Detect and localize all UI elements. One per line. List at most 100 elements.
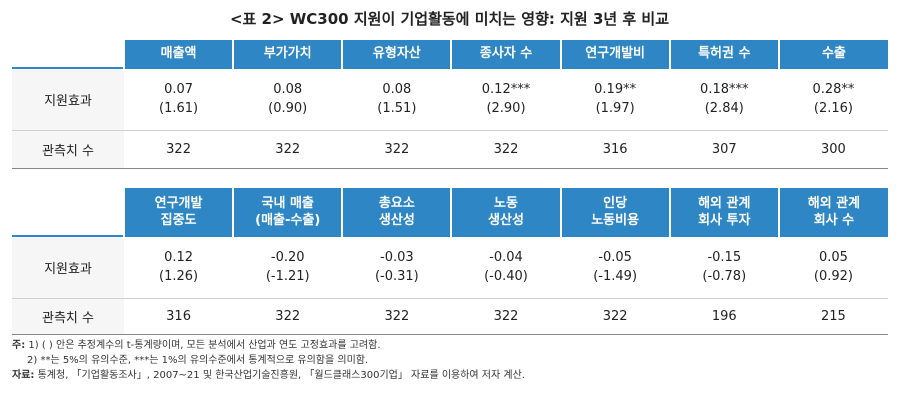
column-header: 해외 관계 회사 수 [777,188,888,236]
obs-cell: 322 [560,298,670,335]
header-line: 회사 투자 [698,212,751,228]
coefficient: 0.18*** [700,82,749,98]
table-panel-2: 연구개발 집중도 국내 매출 (매출-수출) 총요소 생산성 노동 생산성 인당 노동비용… [12,188,888,335]
source-label: 자료: [12,370,35,381]
note-line-2: 2) **는 5%의 유의수준, ***는 1%의 유의수준에서 통계적으로 유… [12,353,888,368]
data-cell: 0.08 (0.90) [233,67,343,131]
obs-cell: 322 [342,298,452,335]
t-statistic: (-0.40) [484,269,528,285]
column-header: 연구개발 집중도 [122,188,234,236]
t-statistic: (-0.78) [702,269,747,285]
header-line: 해외 관계 [698,195,751,211]
coefficient: -0.04 [489,250,523,266]
table-panel-1: 매출액 부가가치 유형자산 종사자 수 연구개발비 특허권 수 수출 지원효과 … [12,40,888,169]
header-line: (매출-수출) [255,212,321,228]
row-header-observations: 관측치 수 [12,130,124,169]
obs-cell: 322 [342,130,452,169]
coefficient: 0.07 [164,82,194,98]
obs-cell: 322 [124,130,234,169]
data-cell: -0.20 (-1.21) [233,235,343,299]
data-cell: 0.12*** (2.90) [451,67,561,131]
coefficient: 0.05 [818,250,848,266]
row-header-effect: 지원효과 [12,235,124,299]
column-header: 종사자 수 [450,40,561,68]
header-corner [12,188,124,236]
note-text: 2) **는 5%의 유의수준, ***는 1%의 유의수준에서 통계적으로 유… [27,355,369,366]
header-line: 해외 관계 [807,195,861,211]
data-cell: 0.12 (1.26) [124,235,234,299]
t-statistic: (-1.49) [593,269,638,285]
obs-cell: 307 [669,130,779,169]
data-cell: 0.07 (1.61) [124,67,234,131]
data-cell: -0.05 (-1.49) [560,235,670,299]
column-header: 총요소 생산성 [341,188,452,236]
coefficient: -0.03 [380,250,414,266]
coefficient: 0.08 [382,82,412,98]
t-statistic: (1.97) [595,101,635,117]
coefficient: 0.12 [164,250,194,266]
data-cell: 0.18*** (2.84) [669,67,779,131]
column-header: 국내 매출 (매출-수출) [232,188,343,236]
obs-cell: 196 [669,298,779,335]
header-line: 총요소 [378,195,415,211]
t-statistic: (2.84) [704,101,744,117]
coefficient: 0.28** [812,82,855,98]
t-statistic: (1.26) [159,269,199,285]
observations-row: 관측치 수 316 322 322 322 322 196 215 [12,298,888,335]
obs-cell: 322 [451,298,561,335]
header-line: 국내 매출 [261,195,314,211]
t-statistic: (1.61) [159,101,199,117]
data-cell: -0.03 (-0.31) [342,235,452,299]
obs-cell: 322 [233,298,343,335]
data-cell: 0.28** (2.16) [778,67,888,131]
t-statistic: (2.90) [486,101,526,117]
table-notes: 주: 1) ( ) 안은 추정계수의 t-통계량이며, 모든 분석에서 산업과 … [12,338,888,383]
header-line: 인당 [603,195,628,211]
t-statistic: (-0.31) [374,269,419,285]
observations-row: 관측치 수 322 322 322 322 316 307 300 [12,130,888,169]
column-header: 특허권 수 [668,40,779,68]
note-text: 1) ( ) 안은 추정계수의 t-통계량이며, 모든 분석에서 산업과 연도 … [28,340,381,351]
header-line: 노동 [494,195,518,211]
t-statistic: (1.51) [377,101,417,117]
column-header: 유형자산 [341,40,452,68]
t-statistic: (0.90) [268,101,308,117]
column-header: 부가가치 [232,40,343,68]
obs-cell: 300 [778,130,888,169]
header-line: 생산성 [378,212,415,228]
obs-cell: 316 [560,130,670,169]
coefficient: -0.15 [707,250,742,266]
coefficient: 0.12*** [481,82,531,98]
data-cell: 0.05 (0.92) [778,235,888,299]
obs-cell: 322 [233,130,343,169]
t-statistic: (2.16) [813,101,853,117]
notes-label: 주: [12,340,26,351]
obs-cell: 322 [451,130,561,169]
coefficient: 0.08 [273,82,303,98]
obs-cell: 316 [124,298,234,335]
column-header: 인당 노동비용 [559,188,670,236]
column-header: 노동 생산성 [450,188,561,236]
t-statistic: (-1.21) [265,269,310,285]
header-corner [12,40,124,68]
header-line: 생산성 [488,212,524,228]
note-line-1: 주: 1) ( ) 안은 추정계수의 t-통계량이며, 모든 분석에서 산업과 … [12,338,888,353]
table-title: <표 2> WC300 지원이 기업활동에 미치는 영향: 지원 3년 후 비교 [229,10,670,28]
column-header: 해외 관계 회사 투자 [668,188,779,236]
coefficient: 0.19** [594,82,637,98]
coefficient: -0.20 [270,250,305,266]
effect-row: 지원효과 0.12 (1.26) -0.20 (-1.21) -0.03 (-0.31… [12,235,888,299]
column-header: 연구개발비 [559,40,670,68]
coefficient: -0.05 [598,250,632,266]
header-line: 집중도 [160,212,197,228]
effect-row: 지원효과 0.07 (1.61) 0.08 (0.90) 0.08 (1.51) 0.… [12,67,888,131]
header-row: 연구개발 집중도 국내 매출 (매출-수출) 총요소 생산성 노동 생산성 인당 노동비용… [12,188,888,236]
column-header: 수출 [777,40,888,68]
obs-cell: 215 [778,298,888,335]
source-text: 통계청, 「기업활동조사」, 2007~21 및 한국산업기술진흥원, 「월드클… [37,370,525,381]
header-line: 회사 수 [813,212,855,228]
source-line: 자료: 통계청, 「기업활동조사」, 2007~21 및 한국산업기술진흥원, … [12,368,888,383]
header-line: 노동비용 [591,212,640,228]
t-statistic: (0.92) [813,269,853,285]
